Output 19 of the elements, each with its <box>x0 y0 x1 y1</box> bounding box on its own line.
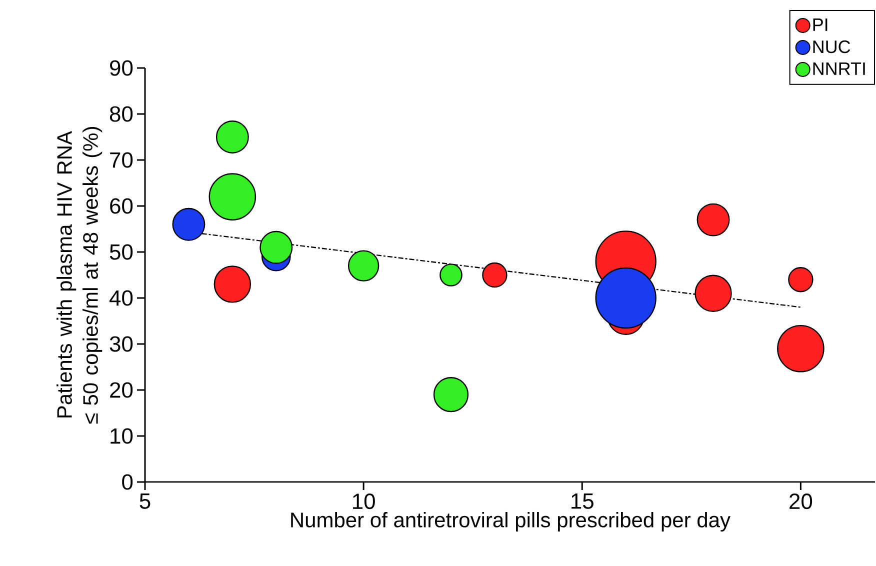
x-axis-title: Number of antiretroviral pills prescribed per day <box>291 512 730 532</box>
x-tick-label: 20 <box>790 494 812 510</box>
y-tick-label: 40 <box>110 290 133 306</box>
y-tick-label: 80 <box>110 106 133 122</box>
x-tick-label: 5 <box>140 494 150 509</box>
y-tick-label: 50 <box>110 244 133 260</box>
legend-label: NNRTI <box>813 62 865 75</box>
y-tick-label: 30 <box>110 336 133 352</box>
y-axis-title: Patients with plasma HIV RNA ≤ 50 copies/ml at 48 weeks (%) <box>56 127 102 424</box>
legend-label: PI <box>813 18 828 31</box>
y-tick-label: 20 <box>110 382 133 398</box>
x-tick-label: 10 <box>353 494 375 510</box>
legend-label: NUC <box>813 40 850 54</box>
y-tick-label: 70 <box>110 152 133 168</box>
y-tick-label: 10 <box>110 428 133 444</box>
y-tick-label: 90 <box>110 60 133 76</box>
y-tick-label: 60 <box>110 198 133 214</box>
y-tick-label: 0 <box>122 474 133 490</box>
x-tick-label: 15 <box>572 494 594 509</box>
